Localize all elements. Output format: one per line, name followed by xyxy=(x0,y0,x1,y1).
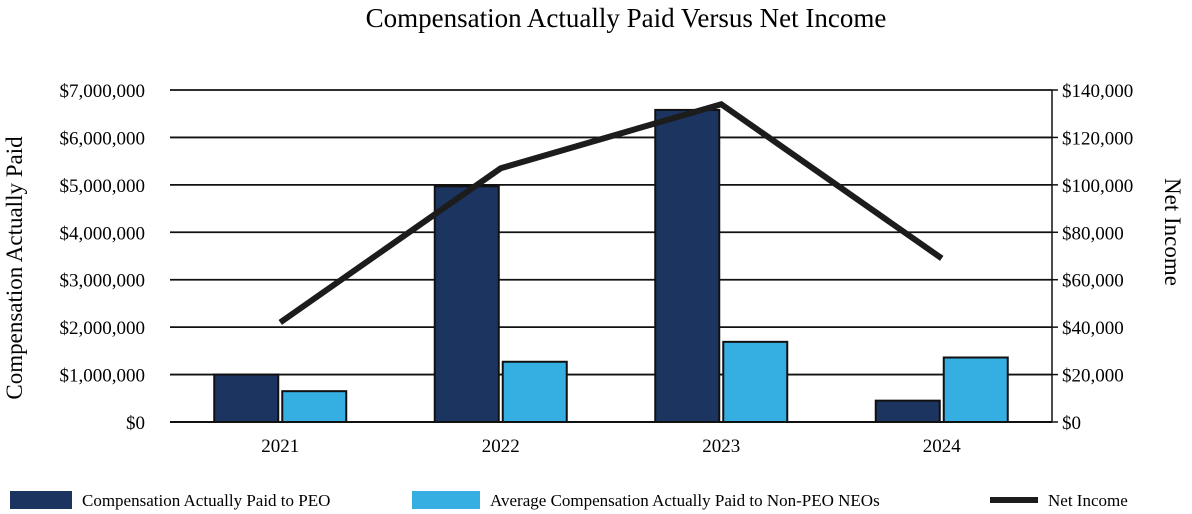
x-tick-label: 2022 xyxy=(482,436,520,457)
y2-tick-label: $60,000 xyxy=(1062,271,1124,292)
net-income-line xyxy=(278,100,944,325)
chart-title: Compensation Actually Paid Versus Net In… xyxy=(366,3,887,33)
right-axis-ticks: $0 $20,000 $40,000 $60,000 $80,000 $100,000 $1… xyxy=(1062,81,1133,434)
legend-peo-label: Compensation Actually Paid to PEO xyxy=(82,491,330,510)
legend: Compensation Actually Paid to PEO Average… xyxy=(10,491,1128,510)
bar-non-peo xyxy=(281,390,348,423)
x-tick-label: 2023 xyxy=(702,436,740,457)
bar-non-peo xyxy=(942,356,1009,423)
y-tick-label: $4,000,000 xyxy=(60,223,146,244)
gridlines xyxy=(170,89,1058,423)
y2-tick-label: $120,000 xyxy=(1062,128,1133,149)
y2-tick-label: $0 xyxy=(1062,413,1081,434)
x-tick-label: 2021 xyxy=(261,436,299,457)
left-axis-ticks: $0 $1,000,000 $2,000,000 $3,000,000 $4,000,0… xyxy=(60,81,146,434)
bars xyxy=(213,108,1009,424)
y2-tick-label: $80,000 xyxy=(1062,223,1124,244)
y-tick-label: $7,000,000 xyxy=(60,81,146,102)
y2-tick-label: $40,000 xyxy=(1062,318,1124,339)
x-axis-ticks: 2021 2022 2023 2024 xyxy=(261,436,961,457)
y-axis-label: Compensation Actually Paid xyxy=(2,136,27,400)
y2-tick-label: $20,000 xyxy=(1062,366,1124,387)
y-tick-label: $0 xyxy=(126,413,145,434)
legend-non-peo-label: Average Compensation Actually Paid to No… xyxy=(490,491,880,510)
bar-peo xyxy=(433,185,500,423)
bar-peo xyxy=(654,108,721,423)
bar-peo xyxy=(874,399,941,423)
bar-non-peo xyxy=(501,360,568,424)
bar-peo xyxy=(213,373,280,424)
y2-tick-label: $140,000 xyxy=(1062,81,1133,102)
y-tick-label: $2,000,000 xyxy=(60,318,146,339)
legend-non-peo-swatch xyxy=(412,491,480,509)
y-tick-label: $5,000,000 xyxy=(60,176,146,197)
y2-axis-label: Net Income xyxy=(1160,178,1185,286)
bar-non-peo xyxy=(722,340,789,423)
y-tick-label: $6,000,000 xyxy=(60,128,146,149)
y2-tick-label: $100,000 xyxy=(1062,176,1133,197)
y-tick-label: $1,000,000 xyxy=(60,366,146,387)
x-tick-label: 2024 xyxy=(923,436,962,457)
net-income-line-group xyxy=(278,100,944,325)
legend-net-income-label: Net Income xyxy=(1048,491,1128,510)
y-tick-label: $3,000,000 xyxy=(60,271,146,292)
legend-peo-swatch xyxy=(10,491,72,509)
